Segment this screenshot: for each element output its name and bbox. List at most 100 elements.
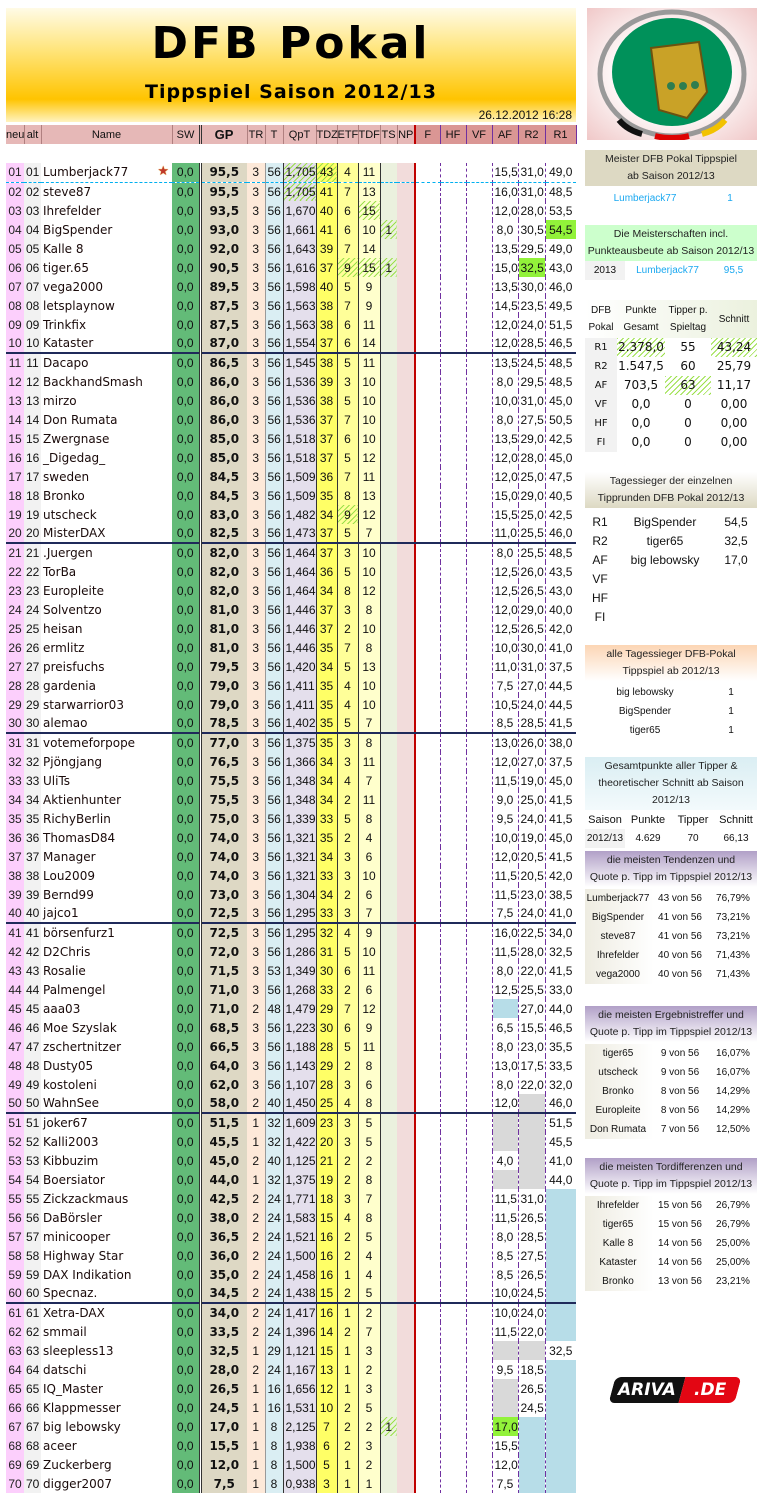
- table-row[interactable]: 62 62 smmail 0,0 33,5 2 24 1,396 14 2 7 11,5 22,0: [6, 1322, 576, 1341]
- ariva-logo[interactable]: ARIVA .DE: [608, 1377, 742, 1403]
- table-row[interactable]: 34 34 Aktienhunter 0,0 75,5 3 56 1,348 34 2 11 9,0 2…: [6, 790, 576, 809]
- table-row[interactable]: 69 69 Zuckerberg 0,0 12,0 1 8 1,500 5 1 2 12,0: [6, 1455, 576, 1474]
- cell-value: 49,0: [549, 165, 573, 180]
- cell-value: 9,5: [496, 811, 514, 826]
- table-row[interactable]: 51 51 joker67 0,0 51,5 1 32 1,609 23 3 5 51,5: [6, 1113, 576, 1132]
- table-row[interactable]: 59 59 DAX Indikation 0,0 35,0 2 24 1,458 16 1 4 8,5…: [6, 1265, 576, 1284]
- column-header-ts[interactable]: TS: [380, 125, 398, 144]
- column-header-af[interactable]: AF: [492, 125, 519, 144]
- table-row[interactable]: 64 64 datschi 0,0 28,0 2 24 1,167 13 1 2 9,5 18,5: [6, 1360, 576, 1379]
- cell-sw: 0,0: [172, 1227, 202, 1246]
- table-row[interactable]: 70 70 digger2007 0,0 7,5 1 8 0,938 3 1 1 7,5: [6, 1474, 576, 1493]
- table-row[interactable]: 29 29 starwarrior03 0,0 79,0 3 56 1,411 35 4 10 10,…: [6, 695, 576, 714]
- column-header-gp[interactable]: GP: [200, 125, 248, 144]
- table-row[interactable]: 63 63 sleepless13 0,0 32,5 1 29 1,121 15 1 3 32,5: [6, 1341, 576, 1360]
- table-row[interactable]: 42 42 D2Chris 0,0 72,0 3 56 1,286 31 5 10 11,5 28,0 3…: [6, 942, 576, 961]
- table-row[interactable]: 04 04 BigSpender 0,0 93,0 3 56 1,661 41 6 10 1 8,0 30…: [6, 220, 576, 239]
- column-header-etf[interactable]: ETF: [337, 125, 359, 144]
- column-header-np[interactable]: NP: [397, 125, 416, 144]
- table-row[interactable]: 20 20 MisterDAX 0,0 82,5 3 56 1,473 37 5 7 11,0 25,5…: [6, 524, 576, 544]
- table-row[interactable]: 49 49 kostoleni 0,0 62,0 3 56 1,107 28 3 6 8,0 22,0 3…: [6, 1075, 576, 1094]
- table-row[interactable]: 17 17 sweden 0,0 84,5 3 56 1,509 36 7 11 12,0 25,0 47…: [6, 467, 576, 486]
- table-row[interactable]: 07 07 vega2000 0,0 89,5 3 56 1,598 40 5 9 13,5 30,0 4…: [6, 277, 576, 296]
- table-row[interactable]: 09 09 Trinkfix 0,0 87,5 3 56 1,563 38 6 11 12,0 24,0…: [6, 315, 576, 334]
- table-row[interactable]: 30 30 alemao 0,0 78,5 3 56 1,402 35 5 7 8,5 28,5 41,5: [6, 714, 576, 734]
- table-row[interactable]: 48 48 Dusty05 0,0 64,0 3 56 1,143 29 2 8 13,0 17,5 33…: [6, 1056, 576, 1075]
- table-row[interactable]: 33 33 UliTs 0,0 75,5 3 56 1,348 34 4 7 11,5 19,0 45,0: [6, 771, 576, 790]
- table-row[interactable]: 02 02 steve87 0,0 95,5 3 56 1,705 41 7 13 16,0 31,0 4…: [6, 182, 576, 201]
- table-row[interactable]: 14 14 Don Rumata 0,0 86,0 3 56 1,536 37 7 10 8,0 27,…: [6, 410, 576, 429]
- column-header-qpt[interactable]: QpT: [283, 125, 317, 144]
- column-header-r1[interactable]: R1: [545, 125, 577, 144]
- table-row[interactable]: 11 11 Dacapo 0,0 86,5 3 56 1,545 38 5 11 13,5 24,5 48…: [6, 353, 576, 372]
- table-row[interactable]: 01 01 Lumberjack77 ★ 0,0 95,5 3 56 1,705 43 4 11 15,…: [6, 163, 576, 183]
- column-header-tdz[interactable]: TDZ: [316, 125, 338, 144]
- table-row[interactable]: 32 32 Pjöngjang 0,0 76,5 3 56 1,366 34 3 11 12,0 27,…: [6, 752, 576, 771]
- table-row[interactable]: 08 08 letsplaynow 0,0 87,5 3 56 1,563 38 7 9 14,5 23…: [6, 296, 576, 315]
- table-row[interactable]: 41 41 börsenfurz1 0,0 72,5 3 56 1,295 32 4 9 16,0 22…: [6, 923, 576, 942]
- table-row[interactable]: 61 61 Xetra-DAX 0,0 34,0 2 24 1,417 16 1 2 10,0 24,0: [6, 1303, 576, 1322]
- table-row[interactable]: 36 36 ThomasD84 0,0 74,0 3 56 1,321 35 2 4 10,0 19,0…: [6, 828, 576, 847]
- column-header-name[interactable]: Name: [41, 125, 173, 144]
- table-row[interactable]: 19 19 utscheck 0,0 83,0 3 56 1,482 34 9 12 15,5 25,0…: [6, 505, 576, 524]
- table-row[interactable]: 43 43 Rosalie 0,0 71,5 3 53 1,349 30 6 11 8,0 22,0 41…: [6, 961, 576, 980]
- column-header-tr[interactable]: TR: [247, 125, 266, 144]
- cell-value: 56: [267, 507, 281, 522]
- table-row[interactable]: 15 15 Zwergnase 0,0 85,0 3 56 1,518 37 6 10 13,5 29,…: [6, 429, 576, 448]
- table-row[interactable]: 26 26 ermlitz 0,0 81,0 3 56 1,446 35 7 8 10,0 30,0 41…: [6, 638, 576, 657]
- table-row[interactable]: 16 16 _Digedag_ 0,0 85,0 3 56 1,518 37 5 12 12,0 28,…: [6, 448, 576, 467]
- table-row[interactable]: 45 45 aaa03 0,0 71,0 2 48 1,479 29 7 12 27,0 44,0: [6, 999, 576, 1018]
- column-header-sw[interactable]: SW: [172, 125, 202, 144]
- table-row[interactable]: 22 22 TorBa 0,0 82,0 3 56 1,464 36 5 10 12,5 26,0 43,…: [6, 562, 576, 581]
- table-row[interactable]: 05 05 Kalle 8 0,0 92,0 3 56 1,643 39 7 14 13,5 29,5 4…: [6, 239, 576, 258]
- column-header-tdf[interactable]: TDF: [358, 125, 381, 144]
- table-row[interactable]: 37 37 Manager 0,0 74,0 3 56 1,321 34 3 6 12,0 20,5 41…: [6, 847, 576, 866]
- table-row[interactable]: 56 56 DaBörsler 0,0 38,0 2 24 1,583 15 4 8 11,5 26,5: [6, 1208, 576, 1227]
- table-row[interactable]: 21 21 .Juergen 0,0 82,0 3 56 1,464 37 3 10 8,0 25,5 4…: [6, 543, 576, 562]
- table-row[interactable]: 46 46 Moe Szyslak 0,0 68,5 3 56 1,223 30 6 9 6,5 15,…: [6, 1018, 576, 1037]
- table-row[interactable]: 53 53 Kibbuzim 0,0 45,0 2 40 1,125 21 2 2 4,0 41,0: [6, 1151, 576, 1170]
- table-row[interactable]: 66 66 Klappmesser 0,0 24,5 1 16 1,531 10 2 5 24,5: [6, 1398, 576, 1417]
- table-row[interactable]: 58 58 Highway Star 0,0 36,0 2 24 1,500 16 2 4 8,5 27…: [6, 1246, 576, 1265]
- table-row[interactable]: 44 44 Palmengel 0,0 71,0 3 56 1,268 33 2 6 12,5 25,5…: [6, 980, 576, 999]
- column-header-hf[interactable]: HF: [440, 125, 467, 144]
- table-row[interactable]: 10 10 Kataster 0,0 87,0 3 56 1,554 37 6 14 12,0 28,5…: [6, 334, 576, 354]
- table-row[interactable]: 24 24 Solventzo 0,0 81,0 3 56 1,446 37 3 8 12,0 29,0…: [6, 600, 576, 619]
- table-row[interactable]: 18 18 Bronko 0,0 84,5 3 56 1,509 35 8 13 15,0 29,0 40…: [6, 486, 576, 505]
- table-row[interactable]: 13 13 mirzo 0,0 86,0 3 56 1,536 38 5 10 10,0 31,0 45,…: [6, 391, 576, 410]
- column-header-vf[interactable]: VF: [466, 125, 493, 144]
- table-row[interactable]: 65 65 IQ_Master 0,0 26,5 1 16 1,656 12 1 3 26,5: [6, 1379, 576, 1398]
- table-row[interactable]: 03 03 Ihrefelder 0,0 93,5 3 56 1,670 40 6 15 12,0 28…: [6, 201, 576, 220]
- table-row[interactable]: 38 38 Lou2009 0,0 74,0 3 56 1,321 33 3 10 11,5 20,5 4…: [6, 866, 576, 885]
- table-row[interactable]: 27 27 preisfuchs 0,0 79,5 3 56 1,420 34 5 13 11,0 31…: [6, 657, 576, 676]
- cell-value: 33,5: [209, 1324, 240, 1339]
- cell-value: 23,0: [520, 887, 544, 902]
- table-row[interactable]: 25 25 heisan 0,0 81,0 3 56 1,446 37 2 10 12,5 26,5 42…: [6, 619, 576, 638]
- column-header-alt[interactable]: alt: [24, 125, 42, 144]
- cell-value: 10: [362, 944, 376, 959]
- table-row[interactable]: 39 39 Bernd99 0,0 73,0 3 56 1,304 34 2 6 11,5 23,0 38…: [6, 885, 576, 904]
- table-row[interactable]: 54 54 Boersiator 0,0 44,0 1 32 1,375 19 2 8 44,0: [6, 1170, 576, 1189]
- column-header-neu[interactable]: neu: [6, 125, 25, 144]
- table-row[interactable]: 55 55 Zickzackmaus 0,0 42,5 2 24 1,771 18 3 7 11,5 3…: [6, 1189, 576, 1208]
- table-row[interactable]: 35 35 RichyBerlin 0,0 75,0 3 56 1,339 33 5 8 9,5 24,…: [6, 809, 576, 828]
- column-header-t[interactable]: T: [265, 125, 284, 144]
- table-row[interactable]: 68 68 aceer 0,0 15,5 1 8 1,938 6 2 3 15,5: [6, 1436, 576, 1455]
- table-row[interactable]: 12 12 BackhandSmash 0,0 86,0 3 56 1,536 39 3 10 8,0…: [6, 372, 576, 391]
- table-row[interactable]: 40 40 jajco1 0,0 72,5 3 56 1,295 33 3 7 7,5 24,0 41,0: [6, 904, 576, 924]
- table-row[interactable]: 23 23 Europleite 0,0 82,0 3 56 1,464 34 8 12 12,5 26…: [6, 581, 576, 600]
- table-row[interactable]: 47 47 zschertnitzer 0,0 66,5 3 56 1,188 28 5 11 8,0…: [6, 1037, 576, 1056]
- table-row[interactable]: 52 52 Kalli2003 0,0 45,5 1 32 1,422 20 3 5 45,5: [6, 1132, 576, 1151]
- table-row[interactable]: 31 31 votemeforpope 0,0 77,0 3 56 1,375 35 3 8 13,0…: [6, 733, 576, 752]
- column-header-f[interactable]: F: [415, 125, 441, 144]
- column-header-r2[interactable]: R2: [518, 125, 546, 144]
- cell-value: 13: [26, 393, 40, 408]
- table-row[interactable]: 50 50 WahnSee 0,0 58,0 2 40 1,450 25 4 8 12,0 46,0: [6, 1094, 576, 1114]
- cell-value: 22,0: [520, 1324, 544, 1339]
- table-row[interactable]: 67 67 big lebowsky 0,0 17,0 1 8 2,125 7 2 2 1 17,0: [6, 1417, 576, 1436]
- table-row[interactable]: 28 28 gardenia 0,0 79,0 3 56 1,411 35 4 10 7,5 27,0 4…: [6, 676, 576, 695]
- cell-value: 10,0: [494, 830, 518, 845]
- table-row[interactable]: 06 06 tiger.65 0,0 90,5 3 56 1,616 37 9 15 1 15,0 32,…: [6, 258, 576, 277]
- table-row[interactable]: 57 57 minicooper 0,0 36,5 2 24 1,521 16 2 5 8,0 28,5: [6, 1227, 576, 1246]
- table-row[interactable]: 60 60 Specnaz. 0,0 34,5 2 24 1,438 15 2 5 10,0 24,5: [6, 1284, 576, 1304]
